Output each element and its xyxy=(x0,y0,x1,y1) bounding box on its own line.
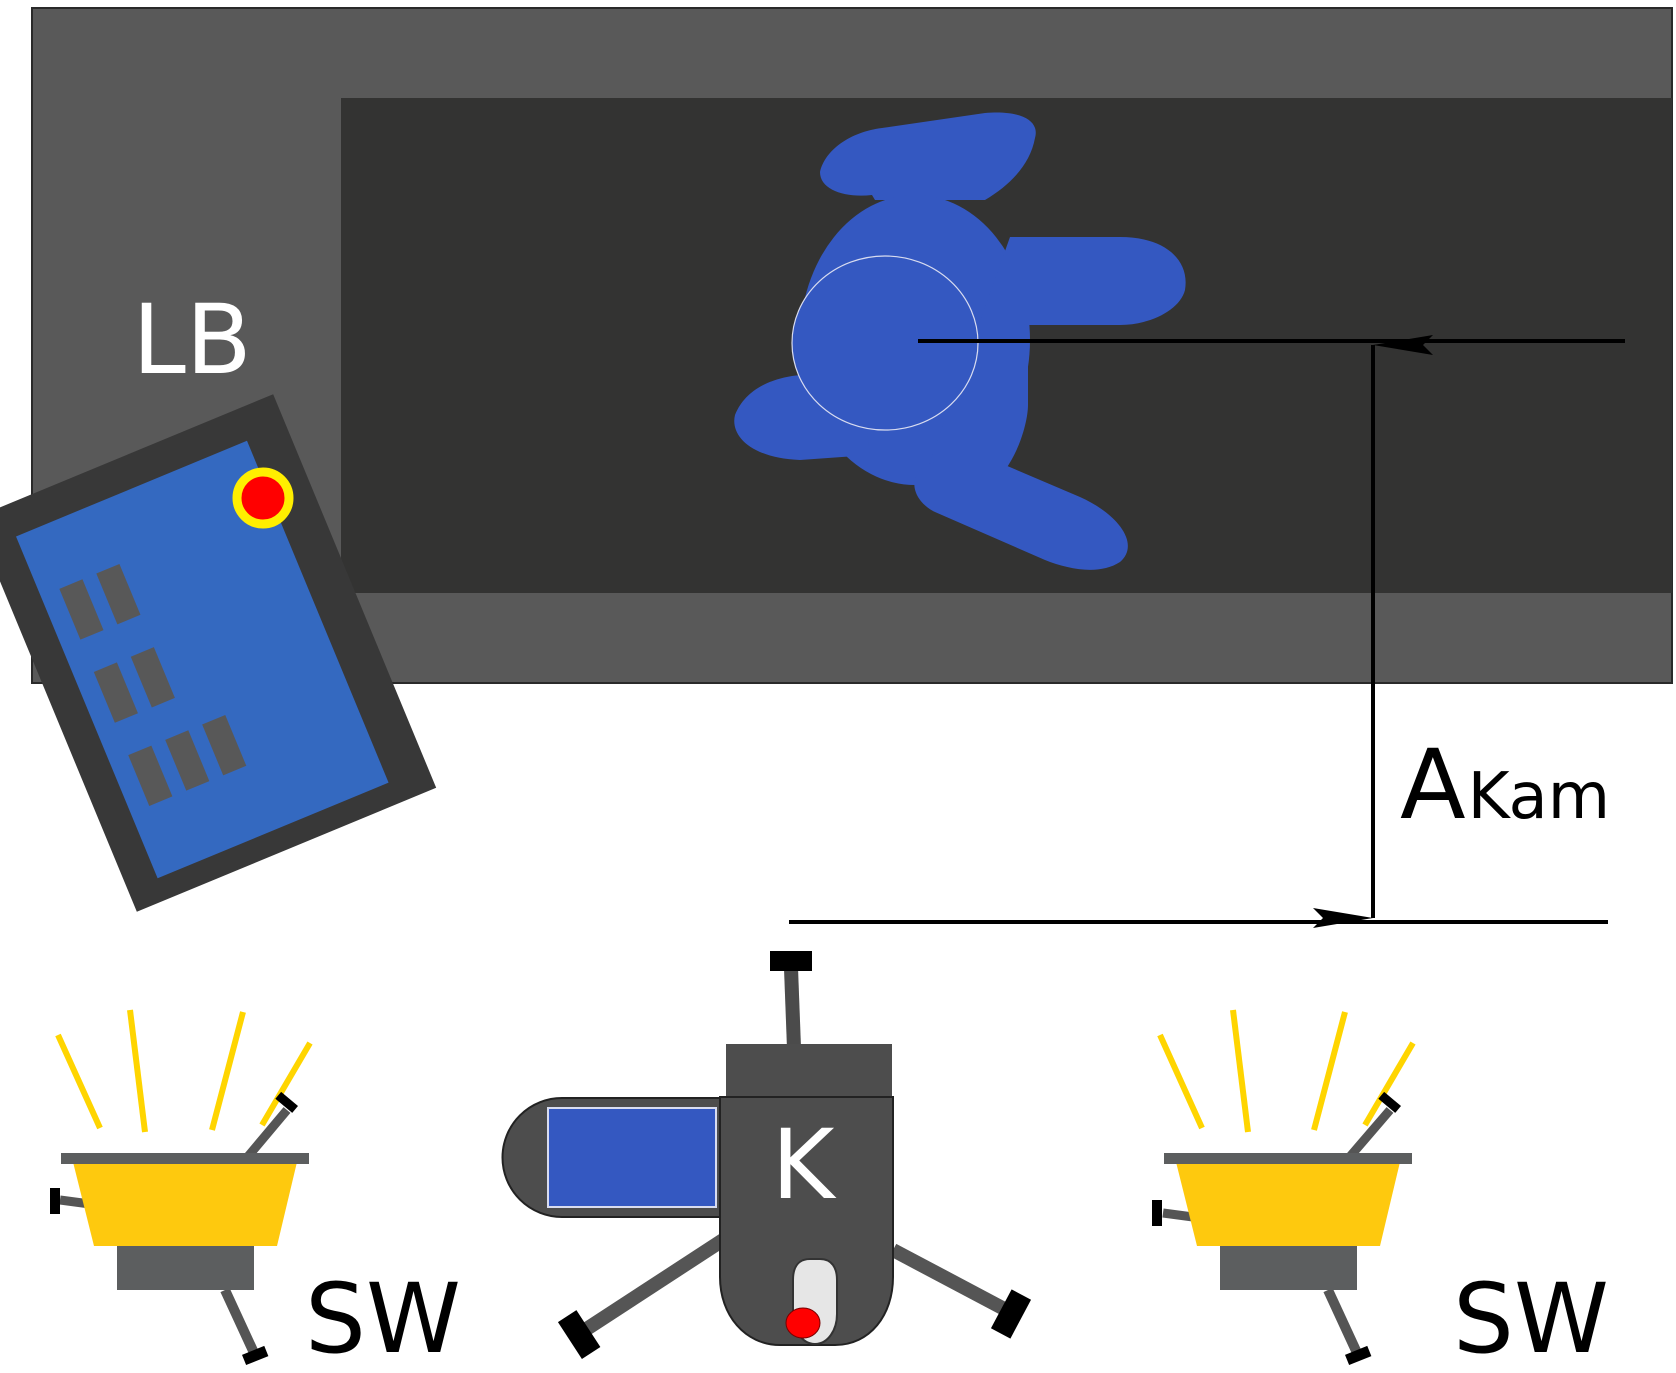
camera-label: K xyxy=(772,1109,837,1221)
strobe-left xyxy=(50,1009,313,1366)
strobe-right-stand-bottom xyxy=(1323,1287,1363,1358)
camera-leg-cap xyxy=(770,951,812,971)
strobe-left-stand-cap xyxy=(242,1345,269,1366)
light-box-label: LB xyxy=(132,284,251,396)
strobe-right-base xyxy=(1220,1246,1357,1290)
strobe-right-stand-cap xyxy=(1152,1200,1162,1226)
camera-leg-top xyxy=(784,967,801,1049)
figure-foot-right xyxy=(914,462,1128,570)
strobe-right-label: SW xyxy=(1453,1263,1609,1373)
camera-leg-cap xyxy=(990,1289,1032,1339)
distance-label: AKam xyxy=(1400,729,1610,841)
remote-alert-light xyxy=(232,467,294,529)
camera xyxy=(501,951,1032,1359)
strobe-left-head xyxy=(73,1162,297,1246)
figure-leg-right xyxy=(920,237,1186,490)
remote-button xyxy=(165,730,210,791)
remote-button xyxy=(93,662,138,723)
strobe-right-stand-side xyxy=(1162,1208,1194,1222)
camera-record-icon xyxy=(785,1307,821,1339)
distance-label-sub: Kam xyxy=(1468,760,1610,834)
camera-leg-cap xyxy=(557,1310,601,1359)
remote-button xyxy=(128,745,173,806)
camera-leg-left xyxy=(581,1234,727,1336)
camera-leg-right xyxy=(889,1243,1014,1319)
strobe-left-label: SW xyxy=(305,1263,461,1373)
strobe-left-rim xyxy=(61,1153,309,1164)
strobe-right-stand-top xyxy=(1343,1107,1394,1163)
camera-body xyxy=(719,1096,894,1346)
remote-button xyxy=(96,563,141,625)
subject-figure xyxy=(734,112,1186,570)
remote-button xyxy=(59,579,104,640)
camera-lens-mount xyxy=(726,1044,892,1099)
strobe-right xyxy=(1152,1009,1416,1366)
strobe-right-head xyxy=(1176,1162,1400,1246)
figure-arm-upper xyxy=(820,112,1036,200)
strobe-right-rim xyxy=(1164,1153,1412,1164)
strobe-left-stand-top xyxy=(241,1107,291,1163)
remote-controller xyxy=(0,394,437,912)
strobe-left-stand-cap xyxy=(275,1091,298,1113)
strobe-left-stand-cap xyxy=(50,1188,60,1214)
strobe-right-rays xyxy=(1157,1009,1416,1133)
remote-button xyxy=(202,714,247,776)
strobe-left-base xyxy=(117,1246,254,1290)
remote-button xyxy=(130,647,175,708)
camera-screen xyxy=(547,1107,717,1208)
strobe-left-rays xyxy=(55,1009,313,1133)
strobe-right-stand-cap xyxy=(1378,1091,1401,1113)
camera-distance-dimension xyxy=(789,335,1625,928)
distance-label-main: A xyxy=(1400,729,1466,841)
strobe-left-stand-bottom xyxy=(220,1287,260,1358)
remote-buttons xyxy=(59,563,247,806)
strobe-right-stand-cap xyxy=(1345,1345,1372,1366)
remote-panel xyxy=(16,440,389,879)
